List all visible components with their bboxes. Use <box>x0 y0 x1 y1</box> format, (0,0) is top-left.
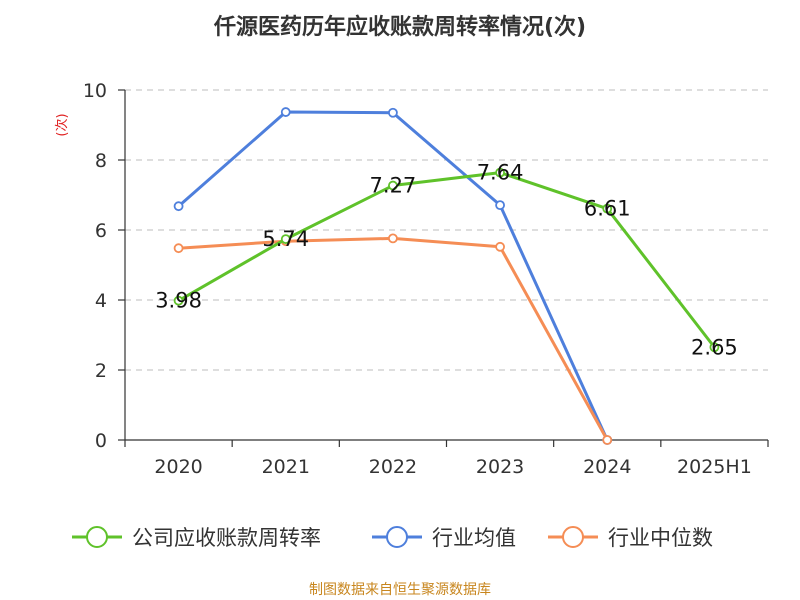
data-point <box>173 243 184 254</box>
legend-label: 行业均值 <box>432 526 516 550</box>
chart-title: 仟源医药历年应收账款周转率情况(次) <box>213 14 586 40</box>
legend-label: 行业中位数 <box>608 526 713 550</box>
data-point <box>280 107 291 117</box>
source-note: 制图数据来自恒生聚源数据库 <box>309 582 491 598</box>
legend: 公司应收账款周转率 行业均值 行业中位数 <box>72 526 713 550</box>
data-point <box>495 167 505 178</box>
data-point <box>388 233 398 244</box>
x-tick-label: 2025H1 <box>677 456 752 478</box>
data-point <box>173 201 184 212</box>
legend-swatch-marker <box>562 526 584 548</box>
series-line <box>177 110 609 441</box>
data-label: 5.74 <box>262 227 309 251</box>
data-label: 6.61 <box>584 197 631 221</box>
x-tick-label: 2023 <box>476 456 524 478</box>
x-tick-label: 2021 <box>262 456 310 478</box>
legend-swatch-marker <box>386 526 408 548</box>
x-tick-label: 2022 <box>369 456 417 478</box>
data-point <box>709 342 720 353</box>
y-tick-label: 0 <box>95 430 107 452</box>
data-label: 7.64 <box>477 161 524 185</box>
y-tick-label: 8 <box>95 150 107 172</box>
x-tick-label: 2024 <box>583 456 631 478</box>
y-axis-label: (次) <box>54 113 70 136</box>
y-tick-label: 6 <box>95 220 107 242</box>
data-point <box>602 203 613 214</box>
data-label: 2.65 <box>691 335 738 359</box>
grid <box>125 89 768 371</box>
data-point <box>602 435 613 445</box>
data-point <box>495 200 505 211</box>
data-point <box>388 107 398 118</box>
legend-swatch-marker <box>86 526 108 548</box>
series-line <box>177 171 716 349</box>
legend-label: 公司应收账款周转率 <box>132 526 321 550</box>
data-point <box>280 234 291 245</box>
axes: 0 2 4 6 8 10 2020 2021 2022 2023 2024 2025H1 <box>83 80 769 478</box>
y-tick-label: 10 <box>83 80 107 102</box>
data-labels: 3.98 5.74 7.27 7.64 6.61 2.65 <box>155 161 738 360</box>
data-point <box>495 241 505 252</box>
x-tick-label: 2020 <box>154 456 202 478</box>
data-label: 3.98 <box>155 289 202 313</box>
data-point <box>388 180 398 191</box>
data-point <box>173 295 184 306</box>
data-label: 7.27 <box>370 174 417 198</box>
series <box>173 107 720 445</box>
y-tick-label: 2 <box>95 360 107 382</box>
series-line <box>178 236 609 441</box>
y-tick-label: 4 <box>95 290 107 312</box>
